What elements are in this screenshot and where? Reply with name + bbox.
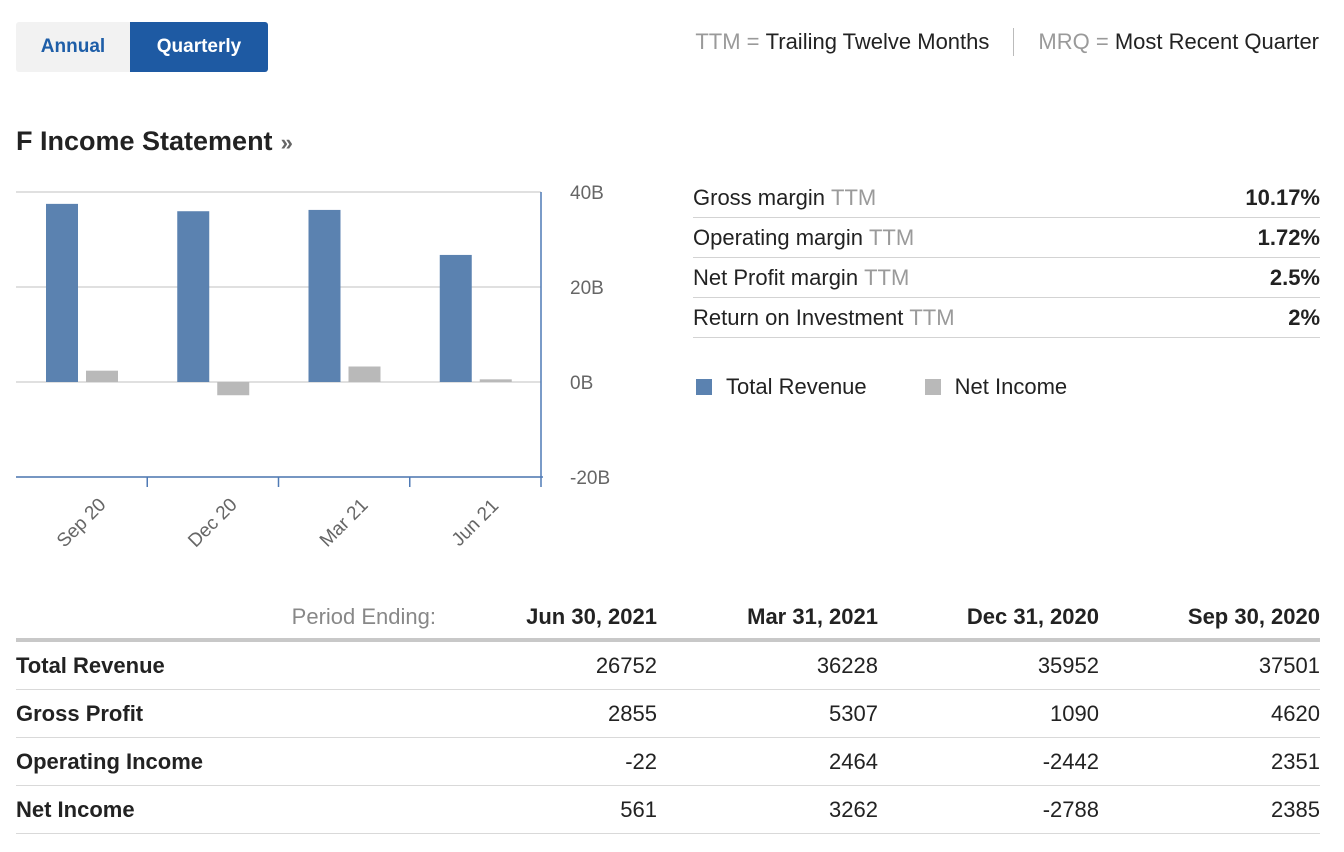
y-tick-label: 0B	[570, 373, 593, 394]
notes-divider	[1013, 28, 1015, 56]
x-tick-label: Jun 21	[448, 496, 503, 551]
table-cell: 4620	[1099, 689, 1320, 738]
ratio-suffix: TTM	[868, 224, 915, 250]
column-header: Jun 30, 2021	[436, 596, 657, 642]
table-cell: 35952	[878, 640, 1099, 690]
ratio-label: Return on Investment	[693, 304, 904, 330]
table-cell: 3262	[657, 785, 878, 834]
y-tick-label: 40B	[570, 183, 604, 204]
row-label: Gross Profit	[16, 689, 436, 738]
ratio-suffix: TTM	[831, 184, 877, 210]
table-cell: 2385	[1099, 785, 1320, 834]
bar-total-revenue	[308, 209, 341, 382]
quarterly-button[interactable]: Quarterly	[130, 22, 268, 72]
ratio-suffix: TTM	[909, 304, 955, 330]
bar-total-revenue	[439, 254, 472, 382]
table-cell: 37501	[1099, 640, 1320, 690]
ratio-suffix: TTM	[864, 264, 910, 290]
ratio-row-gross-margin: Gross margin TTM 10.17%	[693, 178, 1320, 218]
table-row: Net Income 561 3262 -2788 2385	[16, 785, 1320, 834]
column-header: Sep 30, 2020	[1099, 596, 1320, 642]
table-cell: 2351	[1099, 737, 1320, 786]
mrq-full: Most Recent Quarter	[1114, 29, 1319, 54]
bar-net-income	[217, 382, 250, 396]
legend-label: Total Revenue	[726, 374, 867, 399]
bar-total-revenue	[46, 203, 78, 382]
table-cell: 2855	[436, 689, 657, 738]
annual-button[interactable]: Annual	[16, 22, 130, 72]
income-table: Period Ending: Jun 30, 2021 Mar 31, 2021…	[16, 596, 1320, 834]
ttm-abbr: TTM =	[695, 29, 760, 54]
table-cell: 1090	[878, 689, 1099, 738]
ratios-list: Gross margin TTM 10.17% Operating margin T…	[693, 178, 1320, 338]
ratio-label: Net Profit margin	[693, 264, 859, 290]
ratio-value: 1.72%	[1257, 224, 1320, 250]
table-header-row: Period Ending: Jun 30, 2021 Mar 31, 2021…	[16, 596, 1320, 642]
page-title-text: F Income Statement	[16, 126, 273, 156]
ratio-row-net-profit-margin: Net Profit margin TTM 2.5%	[693, 258, 1320, 298]
legend-item-total-revenue: Total Revenue	[696, 374, 867, 400]
column-header: Mar 31, 2021	[657, 596, 878, 642]
ratio-row-return-on-investment: Return on Investment TTM 2%	[693, 298, 1320, 338]
ratio-value: 2%	[1288, 304, 1320, 330]
ratio-label: Gross margin	[693, 184, 826, 210]
table-cell: 561	[436, 785, 657, 834]
row-label: Operating Income	[16, 737, 436, 786]
table-cell: -2442	[878, 737, 1099, 786]
table-cell: 5307	[657, 689, 878, 738]
bar-net-income	[479, 379, 512, 382]
ttm-full: Trailing Twelve Months	[765, 29, 990, 54]
legend-swatch-net-income	[924, 379, 941, 395]
row-label: Net Income	[16, 785, 436, 834]
bar-net-income	[86, 370, 118, 382]
period-toggle: Annual Quarterly	[16, 22, 268, 72]
table-cell: 2464	[657, 737, 878, 786]
chart-legend: Total Revenue Net Income	[696, 374, 1125, 400]
ratio-row-operating-margin: Operating margin TTM 1.72%	[693, 218, 1320, 258]
page-title[interactable]: F Income Statement »	[16, 126, 293, 157]
table-cell: -22	[436, 737, 657, 786]
row-label: Total Revenue	[16, 640, 436, 690]
legend-item-net-income: Net Income	[924, 374, 1068, 400]
table-row: Operating Income -22 2464 -2442 2351	[16, 737, 1320, 786]
bar-net-income	[348, 366, 381, 382]
x-tick-label: Dec 20	[184, 494, 241, 551]
ratio-value: 2.5%	[1269, 264, 1320, 290]
ratio-value: 10.17%	[1245, 184, 1320, 210]
x-tick-label: Mar 21	[316, 495, 373, 552]
bar-total-revenue	[177, 211, 210, 382]
table-cell: -2788	[878, 785, 1099, 834]
table-cell: 36228	[657, 640, 878, 690]
table-cell: 26752	[436, 640, 657, 690]
abbreviation-notes: TTM = Trailing Twelve Months MRQ = Most …	[695, 28, 1319, 56]
legend-label: Net Income	[954, 374, 1068, 399]
legend-swatch-total-revenue	[696, 379, 712, 395]
column-header: Dec 31, 2020	[878, 596, 1099, 642]
table-row: Total Revenue 26752 36228 35952 37501	[16, 640, 1320, 690]
table-row: Gross Profit 2855 5307 1090 4620	[16, 689, 1320, 738]
period-ending-label: Period Ending:	[16, 596, 436, 642]
ratio-label: Operating margin	[693, 224, 863, 250]
x-tick-label: Sep 20	[53, 494, 110, 551]
income-bar-chart: 40B 20B 0B -20B Sep 20 Dec 20 Mar 21 Jun 21	[16, 183, 610, 552]
mrq-abbr: MRQ =	[1038, 29, 1109, 54]
more-arrow-icon: »	[280, 130, 293, 155]
y-tick-label: -20B	[570, 468, 610, 489]
y-tick-label: 20B	[570, 278, 604, 299]
